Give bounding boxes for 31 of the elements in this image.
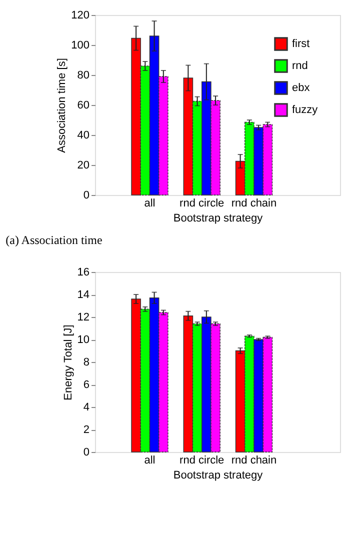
y-tick-label: 4 (83, 402, 90, 414)
x-tick-label: all (144, 454, 156, 466)
x-tick-label: rnd circle (180, 454, 224, 466)
x-tick-label: rnd chain (231, 198, 277, 210)
legend-label: first (292, 38, 310, 50)
x-tick-label: rnd circle (180, 198, 224, 210)
y-axis-title: Association time [s] (56, 58, 68, 153)
y-tick-label: 40 (77, 130, 90, 142)
x-axis-title: Bootstrap strategy (173, 470, 264, 482)
y-tick-label: 10 (77, 334, 90, 346)
y-tick-label: 120 (71, 10, 90, 22)
y-tick-label: 0 (83, 446, 90, 458)
legend-label: fuzzy (292, 104, 318, 116)
y-tick-label: 80 (77, 70, 90, 82)
y-tick-label: 100 (71, 40, 90, 52)
y-tick-label: 14 (77, 289, 90, 301)
y-axis-title: Energy Total [J] (62, 324, 74, 400)
x-tick-label: all (144, 198, 156, 210)
y-tick-label: 20 (77, 160, 90, 172)
y-tick-label: 2 (83, 424, 90, 436)
text: (a) Association time (6, 233, 102, 247)
y-tick-label: 16 (77, 266, 90, 278)
y-tick-label: 12 (77, 312, 90, 324)
legend-label: rnd (292, 60, 308, 72)
legend-label: ebx (292, 82, 310, 94)
x-axis-title: Bootstrap strategy (173, 212, 264, 224)
y-tick-label: 60 (77, 100, 90, 112)
y-tick-label: 6 (83, 379, 90, 391)
y-tick-label: 0 (83, 190, 90, 202)
x-tick-label: rnd chain (231, 454, 277, 466)
y-tick-label: 8 (83, 356, 90, 368)
